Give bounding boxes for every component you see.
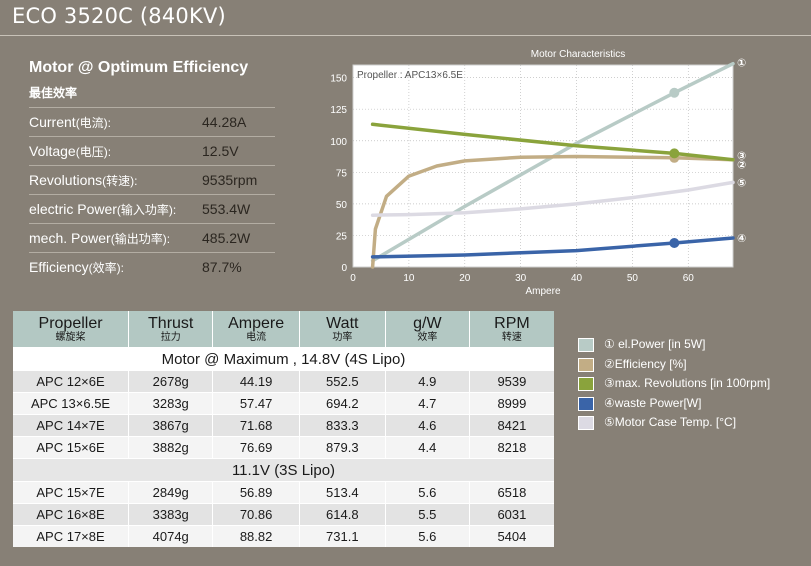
y-tick-label: 125	[330, 105, 347, 116]
x-tick-label: 50	[627, 273, 639, 284]
spec-heading: Motor @ Optimum Efficiency	[29, 59, 249, 76]
x-tick-label: 30	[515, 273, 527, 284]
spec-row-current: Current(电流): 44.28A	[29, 107, 275, 136]
header-watt: Watt 功率	[299, 311, 386, 348]
header-rpm: RPM 转速	[469, 311, 554, 348]
spec-label: Current(电流):	[29, 114, 112, 130]
y-tick-label: 150	[330, 74, 347, 85]
spec-label: electric Power(输入功率):	[29, 201, 177, 217]
x-tick-label: 60	[683, 273, 695, 284]
spec-value: 9535rpm	[202, 172, 258, 188]
spec-label: Revolutions(转速):	[29, 172, 138, 188]
table-row: APC 13×6.5E 3283g 57.47 694.2 4.7 8999	[13, 392, 554, 415]
legend-label: ④waste Power[W]	[604, 395, 702, 410]
spec-label: Voltage(电压):	[29, 143, 112, 159]
spec-value: 12.5V	[202, 143, 239, 159]
x-tick-label: 20	[459, 273, 471, 284]
legend-swatch	[578, 416, 594, 430]
legend-swatch	[578, 338, 594, 352]
x-tick-label: 10	[403, 273, 415, 284]
spec-row-voltage: Voltage(电压): 12.5V	[29, 136, 275, 165]
operating-point-marker	[669, 148, 680, 159]
spec-label: Efficiency(效率):	[29, 259, 124, 275]
y-tick-label: 25	[336, 231, 348, 242]
header-thrust: Thrust 拉力	[128, 311, 214, 348]
series-end-label: ②	[737, 159, 746, 172]
chart-annotation: Propeller : APC13×6.5E	[357, 70, 463, 81]
legend-label: ②Efficiency [%]	[604, 356, 687, 371]
x-tick-label: 0	[350, 273, 356, 284]
x-tick-label: 40	[571, 273, 583, 284]
spec-value: 87.7%	[202, 259, 242, 275]
series-end-label: ④	[737, 232, 746, 245]
legend-label: ⑤Motor Case Temp. [°C]	[604, 415, 737, 429]
series-line	[370, 236, 735, 259]
legend-label: ③max. Revolutions [in 100rpm]	[604, 376, 771, 390]
table-row: APC 15×6E 3882g 76.69 879.3 4.4 8218	[13, 436, 554, 459]
header-gw: g/W 效率	[385, 311, 470, 348]
table-header-row: Propeller 螺旋桨 Thrust 拉力 Ampere 电流 Watt 功率 g/…	[13, 311, 554, 348]
page-title: ECO 3520C (840KV)	[12, 4, 226, 28]
legend-swatch	[578, 396, 594, 411]
spec-row-efficiency: Efficiency(效率): 87.7%	[29, 252, 275, 281]
series-line	[370, 61, 735, 263]
series-end-label: ⑤	[737, 176, 746, 189]
series-end-label: ①	[737, 57, 746, 70]
y-tick-label: 50	[336, 200, 348, 211]
operating-point-marker	[669, 87, 680, 98]
header-ampere: Ampere 电流	[212, 311, 300, 348]
legend-swatch	[578, 377, 594, 391]
series-line	[370, 154, 735, 269]
x-axis-label: Ampere	[525, 286, 560, 297]
spec-value: 44.28A	[202, 114, 247, 130]
table-row: APC 12×6E 2678g 44.19 552.5 4.9 9539	[13, 370, 554, 393]
table-row: APC 17×8E 4074g 88.82 731.1 5.6 5404	[13, 525, 554, 547]
y-tick-label: 75	[336, 168, 348, 179]
table-row: APC 16×8E 3383g 70.86 614.8 5.5 6031	[13, 503, 554, 526]
spec-row-revolutions: Revolutions(转速): 9535rpm	[29, 165, 275, 194]
table-section-heading: 11.1V (3S Lipo)	[13, 458, 554, 482]
legend-swatch	[578, 357, 594, 372]
title-divider	[0, 35, 811, 36]
chart-title: Motor Characteristics	[531, 49, 625, 60]
table-section-heading: Motor @ Maximum , 14.8V (4S Lipo)	[13, 347, 554, 371]
legend-label: ① el.Power [in 5W]	[604, 337, 706, 351]
series-end-label: ③	[737, 150, 746, 163]
y-tick-label: 0	[341, 263, 347, 274]
spec-value: 553.4W	[202, 201, 251, 217]
motor-characteristics-chart: Motor Characteristics 0 25 50 75 100 125 150 0 10…	[330, 49, 746, 297]
spec-label: mech. Power(输出功率):	[29, 230, 171, 246]
spec-row-mech-power: mech. Power(输出功率): 485.2W	[29, 223, 275, 252]
spec-row-electric-power: electric Power(输入功率): 553.4W	[29, 194, 275, 223]
operating-point-marker	[669, 238, 680, 249]
y-tick-label: 100	[330, 137, 347, 148]
propeller-table: Propeller 螺旋桨 Thrust 拉力 Ampere 电流 Watt 功率 g/…	[13, 311, 554, 547]
series-line	[370, 180, 735, 217]
spec-subheading: 最佳效率	[29, 86, 78, 100]
header-propeller: Propeller 螺旋桨	[13, 311, 130, 348]
table-row: APC 15×7E 2849g 56.89 513.4 5.6 6518	[13, 481, 554, 504]
spec-value: 485.2W	[202, 230, 251, 246]
series-line	[370, 122, 735, 162]
table-row: APC 14×7E 3867g 71.68 833.3 4.6 8421	[13, 414, 554, 437]
